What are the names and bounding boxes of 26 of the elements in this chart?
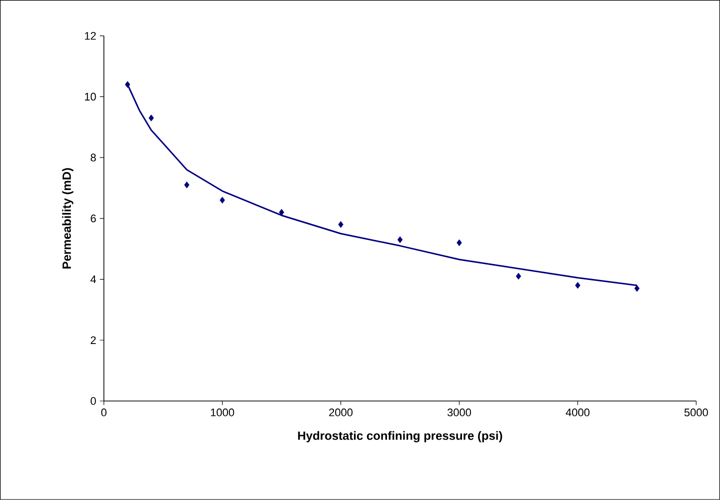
x-tick-label: 0 (101, 408, 106, 416)
point (184, 182, 190, 188)
point (338, 221, 344, 228)
point (220, 196, 225, 204)
point (575, 282, 580, 289)
point (456, 239, 462, 246)
point (278, 208, 284, 216)
y-tick-label: 4 (90, 276, 96, 284)
x-tick-label: 4000 (566, 408, 590, 416)
x-tick-label: 3000 (447, 408, 472, 416)
point (516, 272, 522, 280)
y-tick-label: 0 (90, 397, 96, 405)
x-tick-label: 5000 (684, 408, 708, 416)
x-tick-label: 2000 (329, 408, 353, 416)
y-tick-label: 8 (90, 154, 96, 162)
y-tick-label: 12 (84, 32, 96, 40)
y-axis-title: Permeability (mD) (62, 168, 74, 269)
point (124, 81, 130, 88)
y-tick-label: 6 (90, 214, 96, 222)
point (397, 236, 403, 244)
point (634, 285, 640, 292)
y-tick-label: 10 (84, 92, 96, 101)
x-axis-title: Hydrostatic confining pressure (psi) (298, 431, 502, 442)
y-tick-label: 2 (90, 336, 96, 344)
point (148, 114, 154, 122)
x-tick-label: 1000 (210, 408, 234, 416)
